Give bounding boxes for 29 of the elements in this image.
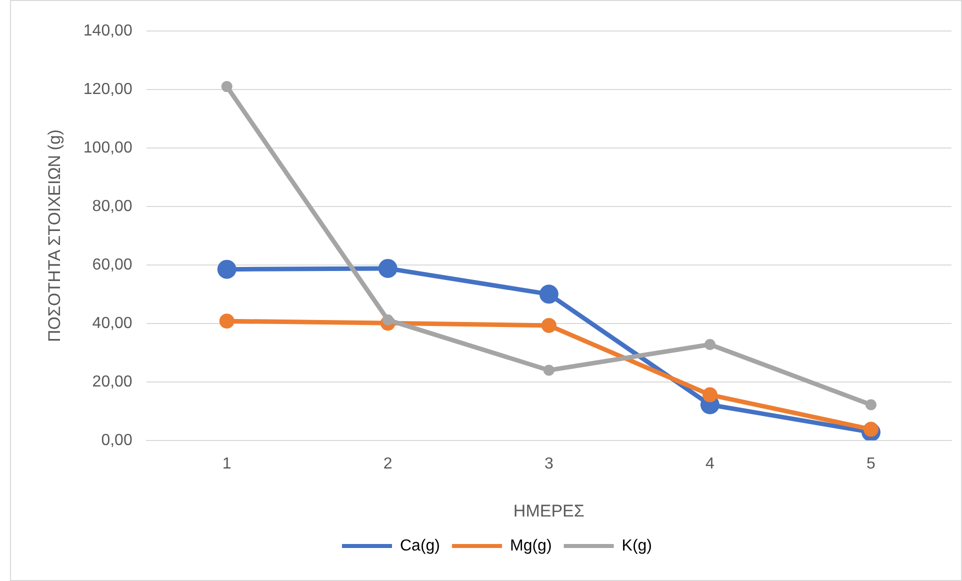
point bbox=[541, 318, 556, 333]
y-tick-label: 60,00 bbox=[92, 256, 132, 274]
legend-label: Ca(g) bbox=[400, 537, 440, 554]
point bbox=[378, 258, 398, 278]
y-tick-label: 20,00 bbox=[92, 373, 132, 390]
point bbox=[543, 364, 554, 376]
x-tick-label: 3 bbox=[544, 455, 554, 472]
y-tick-label: 100,00 bbox=[83, 139, 132, 156]
y-tick-label: 0,00 bbox=[101, 432, 132, 449]
point bbox=[704, 338, 716, 350]
x-tick-label: 2 bbox=[383, 455, 392, 472]
x-axis-title: ΗΜΕΡΕΣ bbox=[513, 501, 584, 520]
y-tick-label: 120,00 bbox=[83, 80, 132, 98]
point bbox=[221, 81, 232, 92]
point bbox=[539, 284, 558, 304]
point bbox=[217, 260, 236, 279]
y-tick-label: 80,00 bbox=[92, 198, 132, 215]
x-tick-label: 5 bbox=[866, 455, 876, 472]
y-axis-title: ΠΟΣΟΤΗΤΑ ΣΤΟΙΧΕΙΩΝ (g) bbox=[44, 129, 64, 342]
legend-label: K(g) bbox=[622, 537, 652, 554]
point bbox=[219, 314, 234, 329]
point bbox=[702, 387, 718, 402]
x-tick-label: 1 bbox=[222, 455, 232, 472]
y-tick-label: 140,00 bbox=[83, 22, 132, 40]
point bbox=[865, 399, 876, 410]
point bbox=[382, 314, 394, 326]
legend-label: Mg(g) bbox=[510, 537, 552, 554]
y-tick-label: 40,00 bbox=[92, 314, 132, 332]
x-tick-label: 4 bbox=[706, 455, 714, 472]
